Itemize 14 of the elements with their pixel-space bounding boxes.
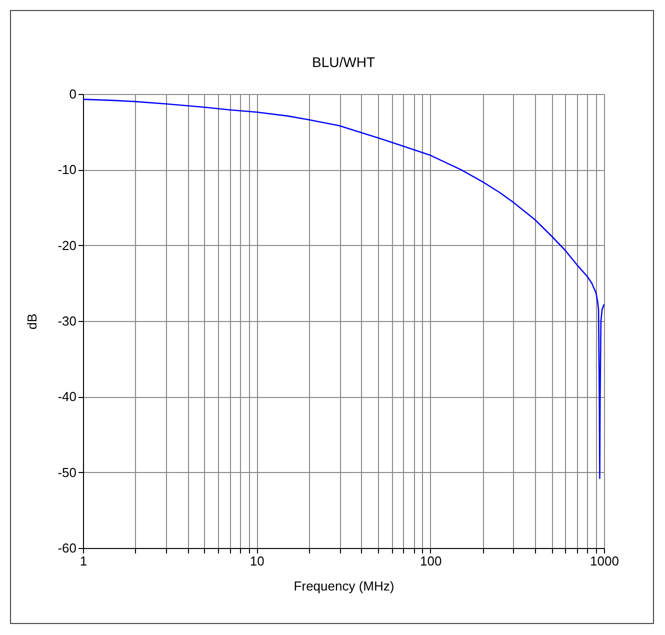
x-tick-label: 1 [80,554,88,568]
y-tick-label: -60 [58,540,76,556]
y-tick-label: -40 [58,389,76,404]
x-tick-label: 100 [420,554,442,568]
x-axis-title: Frequency (MHz) [294,578,394,594]
y-tick-label: -50 [58,464,76,480]
y-tick-label: -10 [58,162,76,178]
y-tick-label: -30 [58,314,76,328]
x-tick-label: 10 [250,554,264,568]
y-axis-title: dB [24,314,40,330]
y-tick-label: -20 [58,238,76,253]
chart-title: BLU/WHT [312,54,376,70]
x-tick-label: 1000 [590,554,619,568]
y-tick-label: 0 [69,86,76,102]
